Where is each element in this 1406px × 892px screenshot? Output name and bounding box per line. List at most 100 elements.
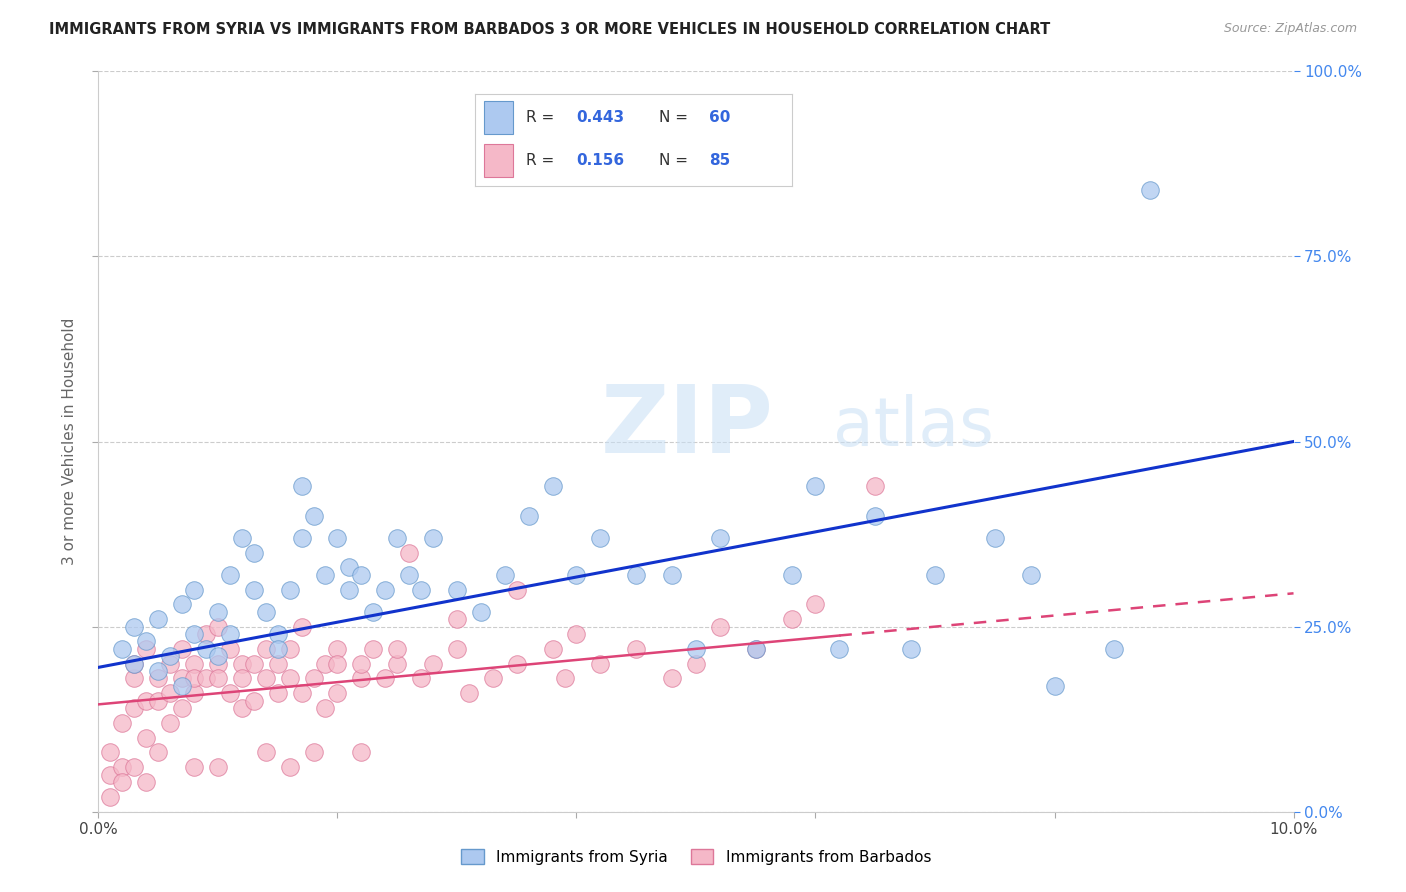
- Point: [541, 479, 564, 493]
- Point: [709, 619, 731, 633]
- Point: [243, 582, 266, 597]
- Point: [589, 657, 612, 671]
- Point: [159, 657, 181, 671]
- Point: [745, 641, 768, 656]
- Point: [339, 560, 361, 574]
- Point: [135, 731, 157, 745]
- Point: [124, 760, 146, 774]
- Point: [374, 672, 396, 686]
- Point: [350, 672, 373, 686]
- Point: [924, 567, 946, 582]
- Point: [1019, 567, 1042, 582]
- Point: [207, 672, 229, 686]
- Point: [172, 701, 194, 715]
- Point: [326, 531, 349, 545]
- Point: [1139, 183, 1161, 197]
- Point: [219, 627, 242, 641]
- Point: [865, 508, 887, 523]
- Point: [385, 531, 409, 545]
- Point: [254, 641, 277, 656]
- Point: [148, 694, 170, 708]
- Point: [135, 641, 157, 656]
- Point: [685, 641, 707, 656]
- Point: [302, 746, 325, 760]
- Point: [278, 641, 301, 656]
- Point: [422, 657, 444, 671]
- Point: [302, 508, 325, 523]
- Point: [458, 686, 481, 700]
- Point: [422, 531, 444, 545]
- Point: [745, 641, 768, 656]
- Point: [207, 619, 229, 633]
- Point: [685, 657, 707, 671]
- Point: [159, 686, 181, 700]
- Point: [661, 672, 683, 686]
- Point: [243, 546, 266, 560]
- Point: [446, 582, 468, 597]
- Point: [315, 701, 337, 715]
- Point: [231, 657, 253, 671]
- Point: [159, 715, 181, 730]
- Point: [398, 546, 420, 560]
- Point: [111, 760, 134, 774]
- Point: [219, 641, 242, 656]
- Point: [172, 679, 194, 693]
- Point: [267, 657, 290, 671]
- Point: [494, 567, 516, 582]
- Point: [541, 641, 564, 656]
- Y-axis label: 3 or more Vehicles in Household: 3 or more Vehicles in Household: [62, 318, 77, 566]
- Point: [984, 531, 1007, 545]
- Point: [183, 627, 205, 641]
- Point: [302, 672, 325, 686]
- Point: [254, 605, 277, 619]
- Point: [900, 641, 922, 656]
- Point: [291, 479, 314, 493]
- Point: [291, 531, 314, 545]
- Point: [315, 657, 337, 671]
- Point: [124, 619, 146, 633]
- Point: [326, 657, 349, 671]
- Point: [231, 701, 253, 715]
- Point: [554, 672, 576, 686]
- Point: [482, 672, 505, 686]
- Point: [195, 627, 218, 641]
- Point: [626, 641, 648, 656]
- Point: [565, 627, 588, 641]
- Point: [98, 746, 122, 760]
- Point: [326, 686, 349, 700]
- Point: [865, 479, 887, 493]
- Point: [446, 612, 468, 626]
- Point: [148, 612, 170, 626]
- Point: [254, 746, 277, 760]
- Point: [231, 672, 253, 686]
- Point: [350, 746, 373, 760]
- Point: [267, 641, 290, 656]
- Point: [183, 760, 205, 774]
- Point: [339, 582, 361, 597]
- Text: atlas: atlas: [834, 393, 994, 459]
- Point: [195, 641, 218, 656]
- Point: [135, 694, 157, 708]
- Text: ZIP: ZIP: [600, 381, 773, 473]
- Point: [254, 672, 277, 686]
- Point: [385, 657, 409, 671]
- Point: [470, 605, 492, 619]
- Point: [278, 582, 301, 597]
- Point: [172, 672, 194, 686]
- Point: [446, 641, 468, 656]
- Point: [350, 567, 373, 582]
- Point: [804, 479, 827, 493]
- Point: [828, 641, 851, 656]
- Point: [183, 657, 205, 671]
- Point: [98, 767, 122, 781]
- Point: [267, 627, 290, 641]
- Point: [780, 612, 803, 626]
- Point: [626, 567, 648, 582]
- Point: [326, 641, 349, 656]
- Point: [124, 701, 146, 715]
- Point: [195, 672, 218, 686]
- Point: [124, 657, 146, 671]
- Point: [291, 686, 314, 700]
- Point: [565, 567, 588, 582]
- Point: [148, 664, 170, 678]
